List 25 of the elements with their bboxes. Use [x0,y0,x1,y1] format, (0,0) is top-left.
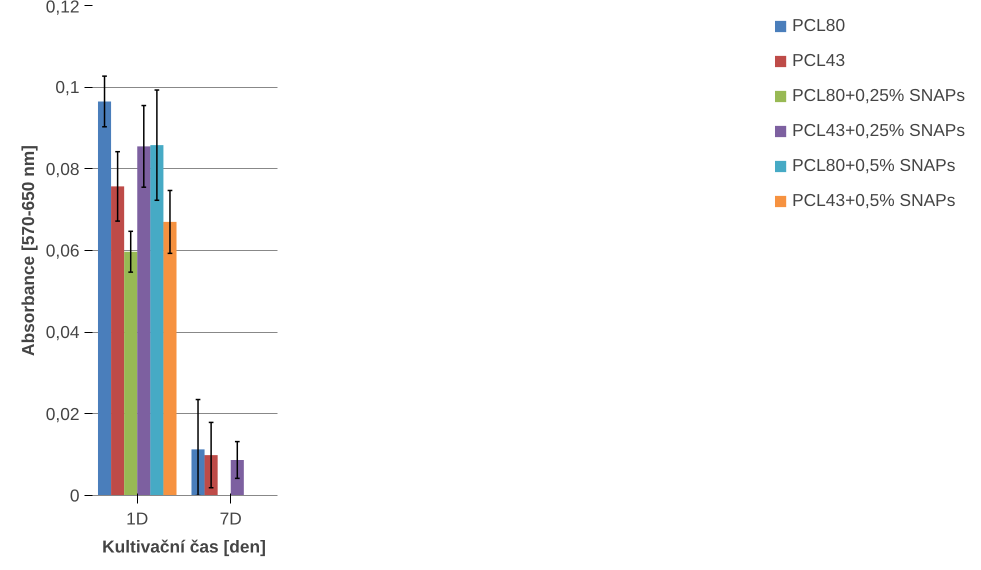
x-tick-label: 7D [220,508,242,528]
y-tick-label: 0 [70,486,80,506]
y-tick-label: 0,02 [46,404,80,424]
y-axis-title: Absorbance [570-650 nm] [18,145,38,356]
legend-label: PCL43 [792,50,846,71]
legend-label: PCL80+0,5% SNAPs [792,155,956,176]
y-tick-label: 0,08 [46,158,80,179]
legend-label: PCL80+0,25% SNAPs [792,85,965,106]
y-tick-label: 0,12 [46,0,80,16]
y-tick-label: 0,06 [46,240,80,260]
bar [111,186,124,496]
legend-label: PCL43+0,25% SNAPs [792,120,965,141]
legend-label: PCL80 [792,15,846,36]
bar [150,145,164,496]
bar [163,222,177,496]
y-tick-label: 0,1 [55,77,80,98]
y-tick-label: 0,04 [46,322,80,342]
bar [204,455,218,496]
bar [124,252,138,496]
x-tick-label: 1D [126,508,148,528]
x-axis-title: Kultivační čas [den] [102,536,266,556]
bar [137,146,150,496]
bar [230,460,244,496]
legend-label: PCL43+0,5% SNAPs [792,190,956,211]
bar [98,101,112,496]
